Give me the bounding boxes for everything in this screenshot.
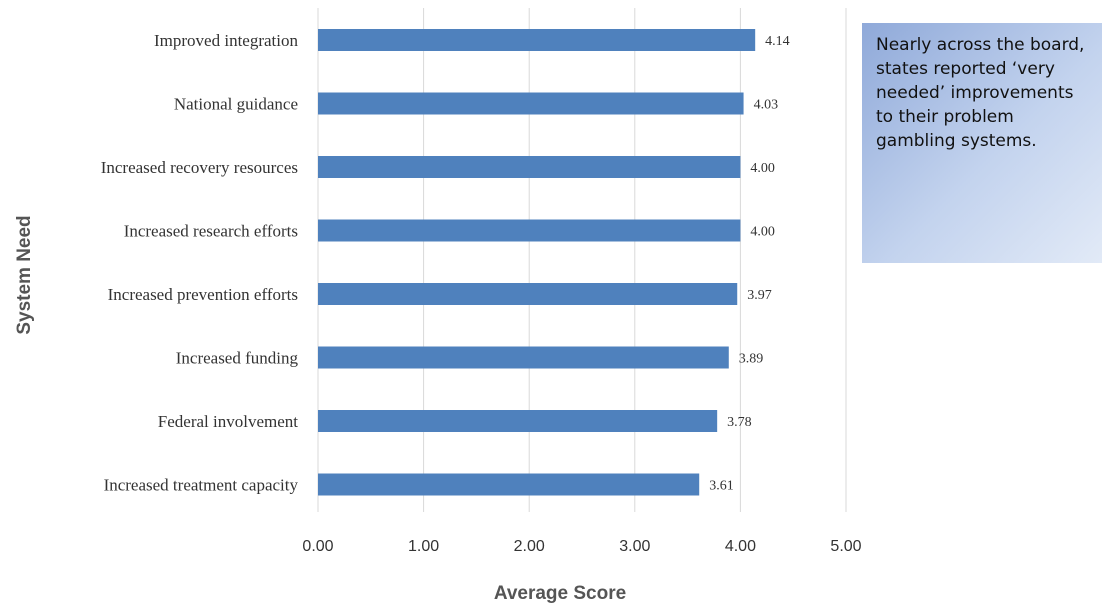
x-tick-label: 4.00 (725, 538, 756, 555)
x-tick-label: 5.00 (830, 538, 861, 555)
category-label: National guidance (174, 95, 298, 114)
category-label: Increased treatment capacity (104, 476, 299, 495)
bar (318, 473, 700, 496)
data-label: 4.00 (750, 161, 775, 176)
x-tick-label: 2.00 (514, 538, 545, 555)
category-labels: Improved integration National guidance Inc… (101, 31, 299, 495)
category-label: Increased research efforts (124, 222, 298, 241)
data-label: 3.78 (727, 415, 752, 430)
x-tick-label: 1.00 (408, 538, 439, 555)
bars (318, 29, 756, 496)
x-axis-title: Average Score (494, 583, 626, 604)
data-labels: 4.14 4.03 4.00 4.00 3.97 3.89 3.78 3.61 (709, 34, 789, 494)
bar (318, 346, 729, 369)
bar (318, 156, 741, 178)
data-label: 3.97 (747, 288, 772, 303)
data-label: 3.89 (739, 352, 764, 367)
category-label: Federal involvement (158, 412, 298, 431)
y-axis-title: System Need (14, 215, 35, 334)
category-label: Improved integration (154, 31, 298, 50)
callout-text: Nearly across the board, states reported… (876, 35, 1085, 151)
category-label: Increased prevention efforts (108, 285, 298, 304)
gridlines (317, 8, 847, 512)
bar (318, 29, 756, 51)
x-tick-labels: 0.00 1.00 2.00 3.00 4.00 5.00 (302, 538, 861, 555)
x-tick-label: 0.00 (302, 538, 333, 555)
data-label: 3.61 (709, 479, 734, 494)
bar (318, 219, 741, 242)
bar (318, 92, 744, 115)
bar (318, 410, 718, 432)
x-tick-label: 3.00 (619, 538, 650, 555)
category-label: Increased funding (176, 349, 299, 368)
category-label: Increased recovery resources (101, 158, 298, 177)
data-label: 4.00 (750, 225, 775, 240)
bar (318, 283, 738, 305)
data-label: 4.03 (754, 98, 779, 113)
callout-box: Nearly across the board, states reported… (862, 23, 1102, 263)
data-label: 4.14 (765, 34, 790, 49)
